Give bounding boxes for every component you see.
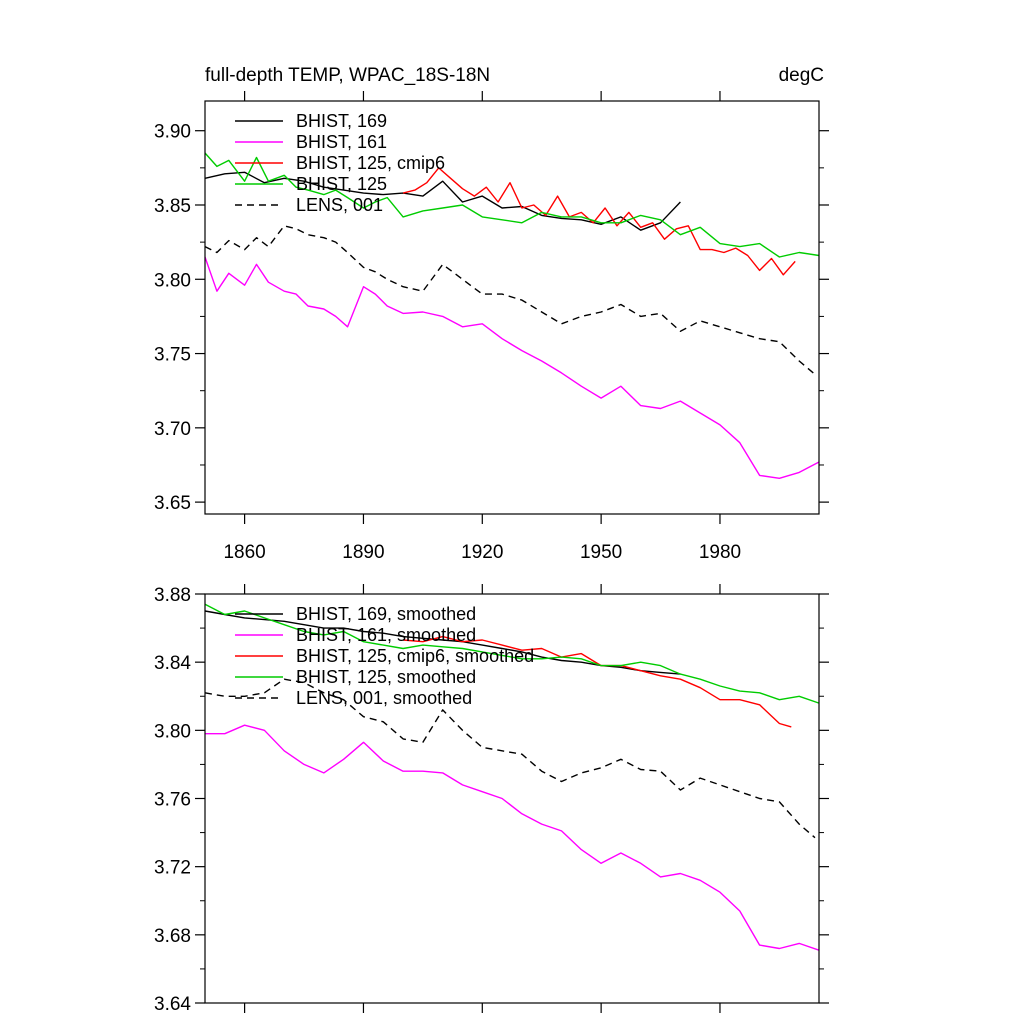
x-tick-label-0-4: 1980: [699, 542, 741, 563]
series-line-1-4: [204, 678, 816, 839]
legend-label-1-1: BHIST, 161, smoothed: [296, 625, 476, 645]
y-tick-label-0-5: 3.90: [154, 122, 191, 143]
legend-label-1-3: BHIST, 125, smoothed: [296, 667, 476, 687]
y-tick-label-0-3: 3.80: [154, 270, 191, 291]
y-tick-label-1-6: 3.88: [154, 585, 191, 606]
series-line-0-4: [204, 225, 816, 375]
x-tick-label-0-0: 1860: [223, 542, 265, 563]
top-panel-frame: [204, 100, 820, 515]
series-line-1-3: [204, 603, 820, 704]
legend-label-1-4: LENS, 001, smoothed: [296, 688, 472, 708]
series-line-0-3: [204, 152, 820, 258]
y-tick-label-0-2: 3.75: [154, 345, 191, 366]
top-panel-units: degC: [779, 65, 824, 86]
legend-label-0-0: BHIST, 169: [296, 111, 387, 131]
y-tick-label-1-0: 3.64: [154, 994, 191, 1015]
y-tick-label-1-1: 3.68: [154, 926, 191, 947]
top-panel-title: full-depth TEMP, WPAC_18S-18N: [205, 65, 490, 86]
y-tick-label-1-3: 3.76: [154, 790, 191, 811]
series-line-0-0: [204, 171, 681, 231]
y-tick-label-0-4: 3.85: [154, 196, 191, 217]
legend-label-1-0: BHIST, 169, smoothed: [296, 604, 476, 624]
legend-label-1-2: BHIST, 125, cmip6, smoothed: [296, 646, 534, 666]
legend-label-0-2: BHIST, 125, cmip6: [296, 153, 445, 173]
legend-label-0-3: BHIST, 125: [296, 174, 387, 194]
legend-label-0-1: BHIST, 161: [296, 132, 387, 152]
y-tick-label-1-4: 3.80: [154, 721, 191, 742]
series-line-0-1: [204, 256, 820, 479]
top-panel: full-depth TEMP, WPAC_18S-18N degC 3.65 3…: [154, 65, 829, 563]
y-tick-label-1-2: 3.72: [154, 858, 191, 879]
series-line-0-2: [402, 167, 796, 276]
x-tick-label-0-3: 1950: [580, 542, 622, 563]
series-line-1-1: [205, 724, 820, 951]
y-tick-label-0-1: 3.70: [154, 419, 191, 440]
bottom-panel: 3.64 3.68 3.72 3.76 3.80 3.84 3.88 BHIST, 169,…: [154, 584, 829, 1015]
y-tick-label-1-5: 3.84: [154, 653, 191, 674]
x-tick-label-0-2: 1920: [461, 542, 503, 563]
legend-label-0-4: LENS, 001: [296, 195, 383, 215]
x-tick-label-0-1: 1890: [342, 542, 384, 563]
y-tick-label-0-0: 3.65: [154, 493, 191, 514]
